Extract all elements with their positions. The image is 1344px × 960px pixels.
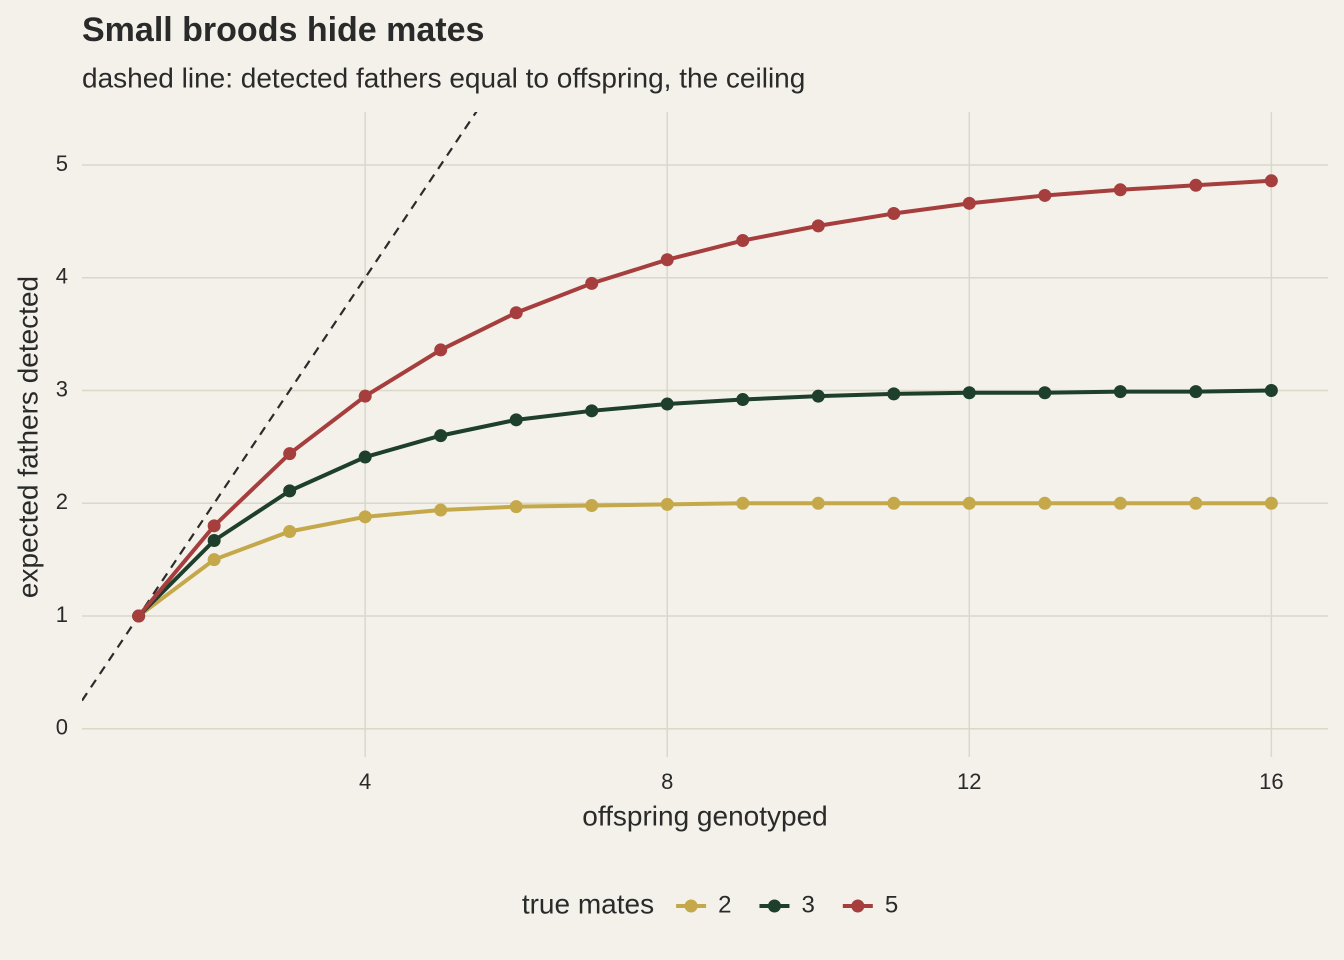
data-point xyxy=(660,397,674,411)
data-point xyxy=(811,496,825,510)
data-point xyxy=(1189,496,1203,510)
data-point xyxy=(736,496,750,510)
data-point xyxy=(283,484,297,498)
data-point xyxy=(132,609,146,623)
data-point xyxy=(1113,183,1127,197)
series-line xyxy=(137,501,1272,618)
x-tick-label: 8 xyxy=(661,769,673,794)
data-point xyxy=(509,500,523,514)
y-axis-label: expected fathers detected xyxy=(12,276,43,598)
data-point xyxy=(207,533,221,547)
data-point xyxy=(962,196,976,210)
data-point xyxy=(660,497,674,511)
data-point xyxy=(585,404,599,418)
legend-label: 3 xyxy=(801,891,814,918)
data-point xyxy=(1038,386,1052,400)
y-tick-label: 3 xyxy=(56,376,68,401)
chart-title: Small broods hide mates xyxy=(82,11,484,49)
data-point xyxy=(811,389,825,403)
data-point xyxy=(1113,496,1127,510)
series-line xyxy=(137,388,1272,618)
data-point xyxy=(887,387,901,401)
data-point xyxy=(1264,384,1278,398)
data-point xyxy=(207,553,221,567)
data-point xyxy=(434,503,448,517)
data-point xyxy=(1113,385,1127,399)
legend-label: 5 xyxy=(885,891,898,918)
data-point xyxy=(358,450,372,464)
data-point xyxy=(1264,174,1278,188)
x-tick-label: 16 xyxy=(1259,769,1283,794)
legend: true mates 2 3 5 xyxy=(522,888,898,919)
legend-title: true mates xyxy=(522,888,654,919)
legend-label: 2 xyxy=(718,891,731,918)
reference-line xyxy=(82,112,478,702)
data-point xyxy=(660,253,674,267)
data-point xyxy=(736,234,750,248)
data-point xyxy=(736,393,750,407)
data-point xyxy=(962,496,976,510)
legend-key xyxy=(851,899,865,913)
data-point xyxy=(887,206,901,220)
legend-key xyxy=(684,899,698,913)
y-tick-label: 1 xyxy=(56,602,68,627)
data-point xyxy=(434,343,448,357)
data-point xyxy=(1189,178,1203,192)
data-point xyxy=(509,413,523,427)
data-point xyxy=(1264,496,1278,510)
chart-subtitle: dashed line: detected fathers equal to o… xyxy=(82,62,805,93)
y-tick-label: 5 xyxy=(56,151,68,176)
y-tick-label: 4 xyxy=(56,264,68,289)
data-point xyxy=(509,306,523,320)
data-point xyxy=(283,524,297,538)
data-point xyxy=(1189,385,1203,399)
data-point xyxy=(207,519,221,533)
data-point xyxy=(811,219,825,233)
x-tick-label: 4 xyxy=(359,769,371,794)
y-tick-label: 2 xyxy=(56,489,68,514)
data-point xyxy=(1038,496,1052,510)
x-tick-label: 12 xyxy=(957,769,981,794)
series-line xyxy=(137,178,1272,618)
data-point xyxy=(283,447,297,461)
y-tick-label: 0 xyxy=(56,715,68,740)
data-point xyxy=(358,389,372,403)
legend-key xyxy=(767,899,781,913)
x-axis-label: offspring genotyped xyxy=(582,800,827,831)
data-point xyxy=(585,276,599,290)
data-point xyxy=(585,499,599,513)
data-point xyxy=(887,496,901,510)
data-point xyxy=(1038,188,1052,202)
data-point xyxy=(434,429,448,443)
data-point xyxy=(962,386,976,400)
data-point xyxy=(358,510,372,524)
